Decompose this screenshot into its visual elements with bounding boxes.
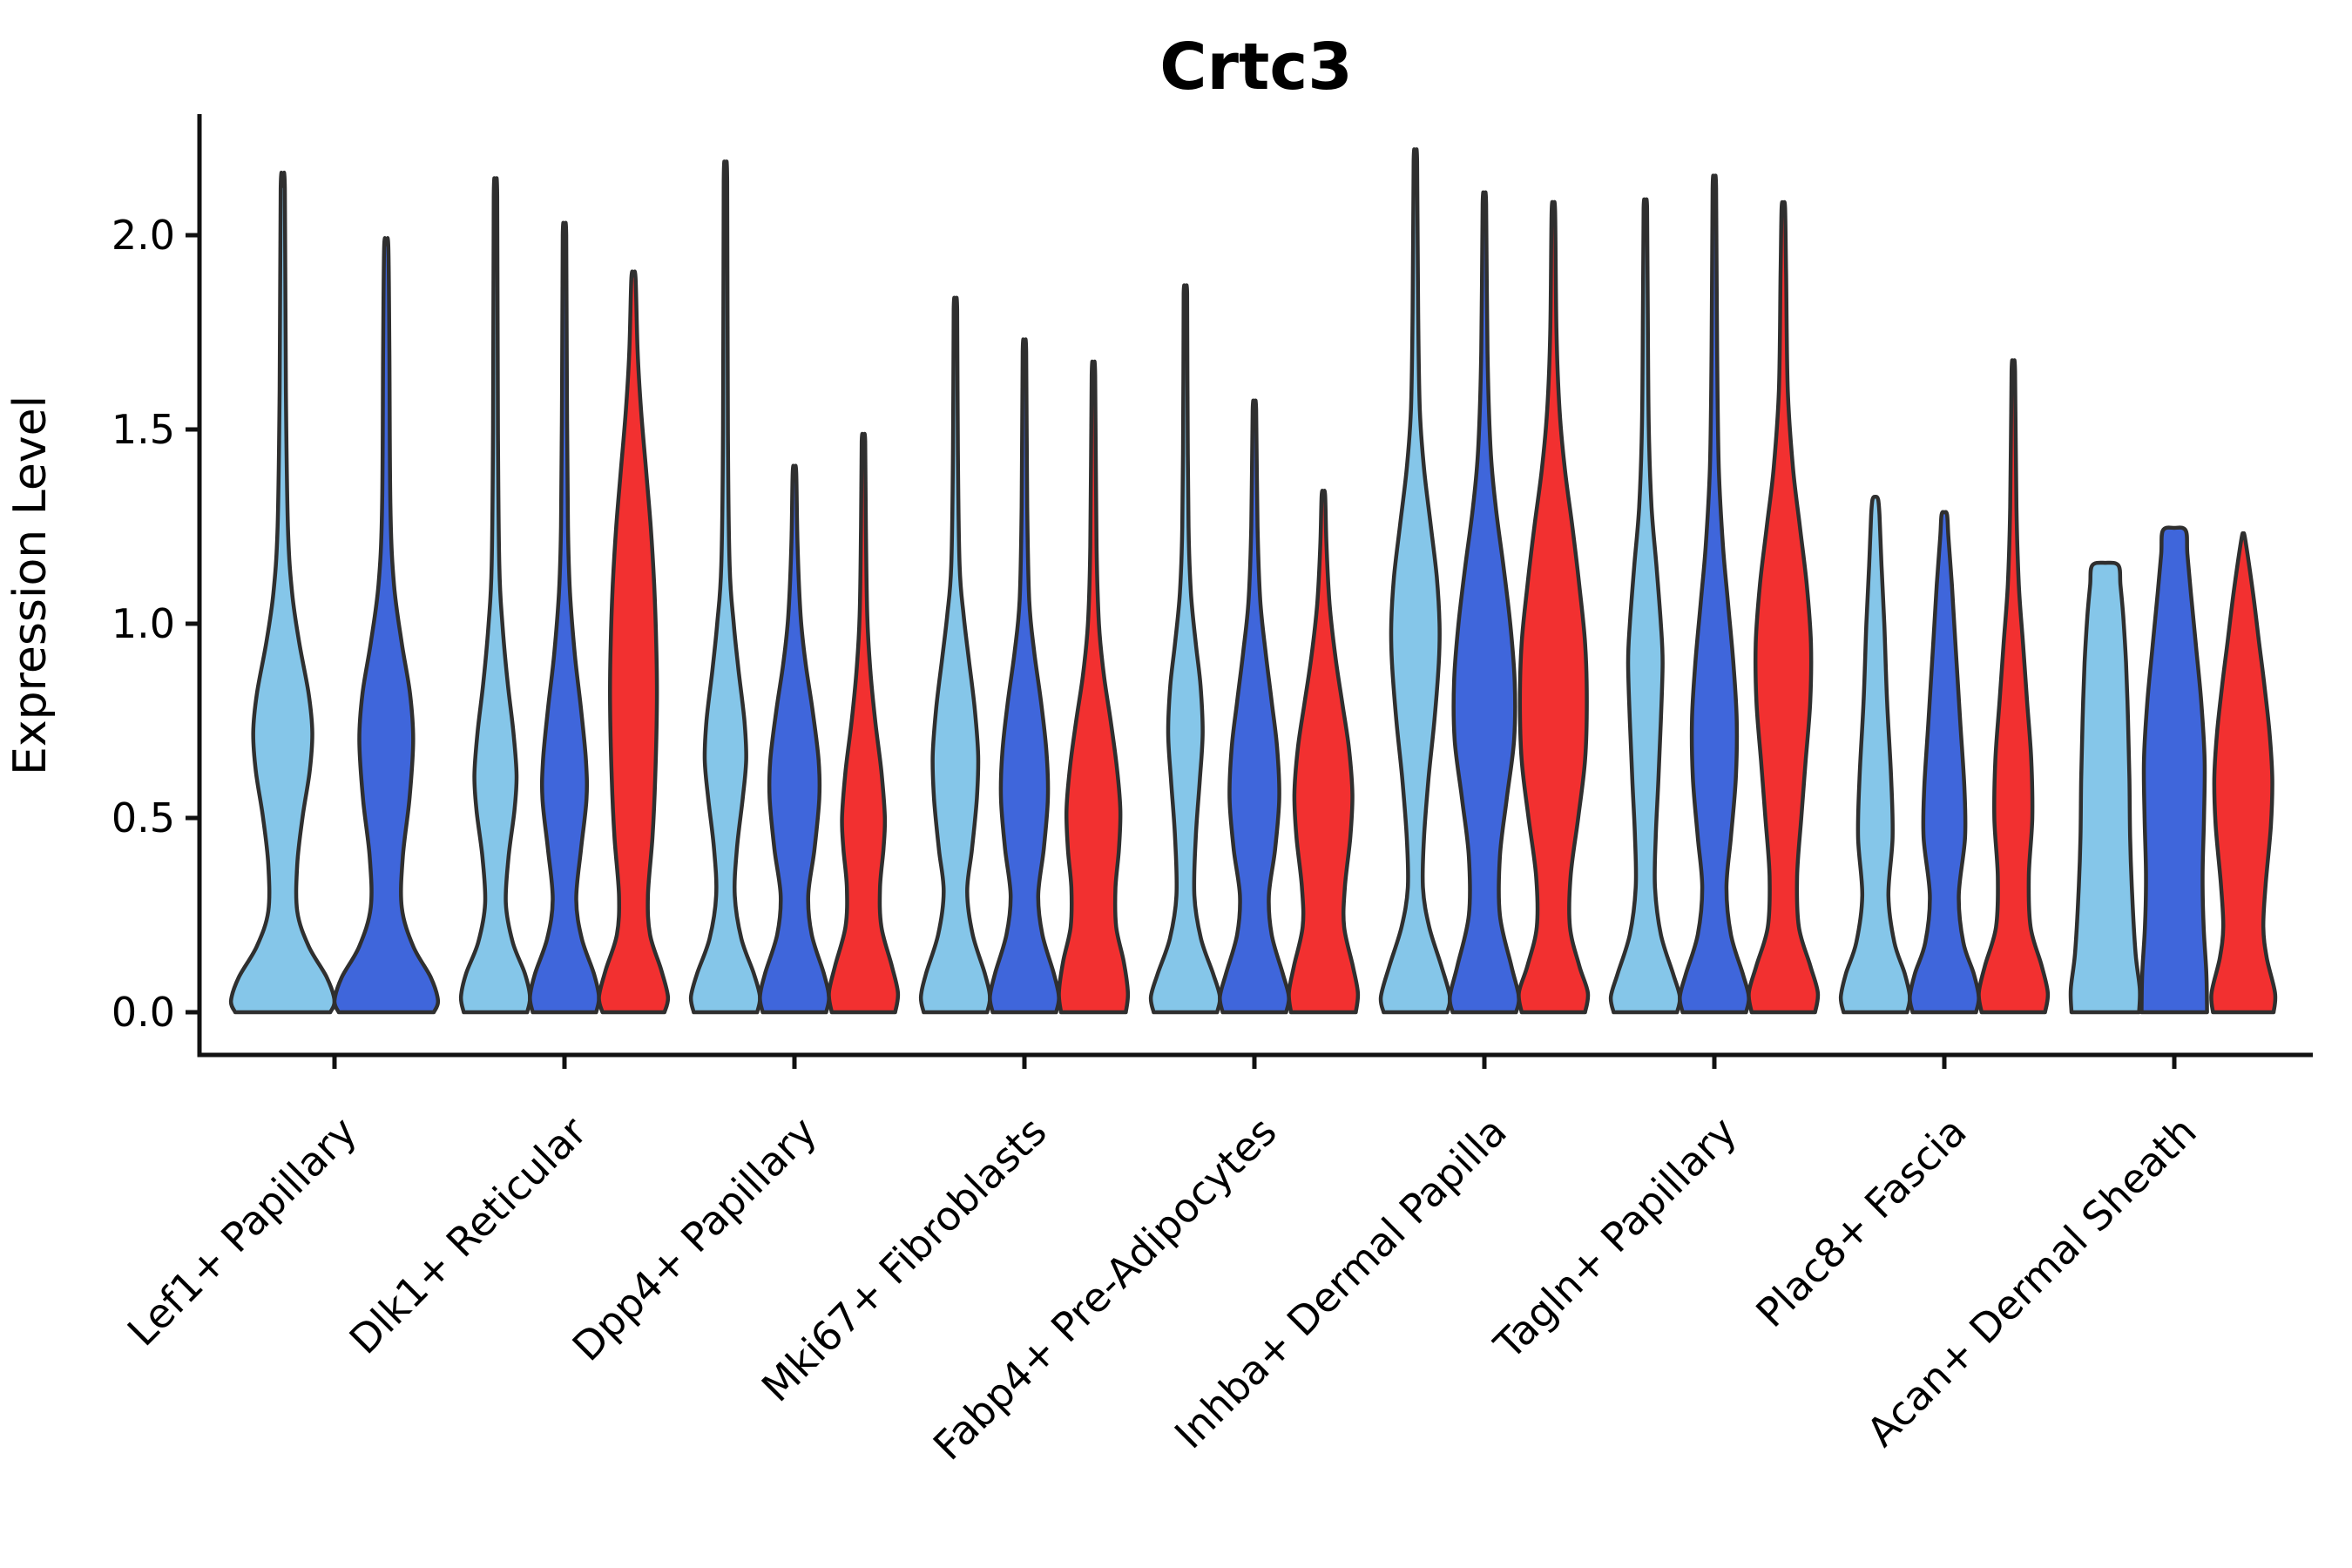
y-axis-label: Expression Level xyxy=(4,395,57,775)
violin-inhba-dermal-papilla-light-blue xyxy=(1378,147,1452,1015)
violin-fabp4-pre-adipocytes-red xyxy=(1287,489,1361,1015)
violin-dlk1-reticular-red xyxy=(597,269,671,1015)
y-tick-label-0.0: 0.0 xyxy=(112,989,175,1036)
chart-title: Crtc3 xyxy=(1159,30,1353,105)
y-tick-label-1.0: 1.0 xyxy=(112,600,175,647)
violin-dpp4-papillary-dark-blue xyxy=(758,463,831,1015)
violin-plac8-fascia-red xyxy=(1977,358,2051,1015)
y-tick-label-2.0: 2.0 xyxy=(112,212,175,259)
violin-tagln-papillary-red xyxy=(1747,199,1821,1015)
violin-group-fabp4-pre-adipocytes xyxy=(1148,283,1361,1015)
violin-dlk1-reticular-light-blue xyxy=(458,176,532,1015)
violin-group-dpp4-papillary xyxy=(688,159,901,1015)
violin-mki67-fibroblasts-light-blue xyxy=(918,295,992,1015)
violin-fabp4-pre-adipocytes-dark-blue xyxy=(1218,398,1291,1015)
violin-lef1-papillary-light-blue xyxy=(228,171,337,1015)
violin-mki67-fibroblasts-red xyxy=(1057,359,1131,1015)
violin-lef1-papillary-dark-blue xyxy=(332,236,441,1015)
violin-inhba-dermal-papilla-dark-blue xyxy=(1448,190,1521,1015)
x-label-tagln-papillary: Tagln+ Papillary xyxy=(1484,1108,1746,1369)
violin-mki67-fibroblasts-dark-blue xyxy=(988,337,1061,1015)
violin-fabp4-pre-adipocytes-light-blue xyxy=(1148,283,1222,1015)
violin-group-tagln-papillary xyxy=(1608,173,1821,1015)
violin-group-acan-dermal-sheath xyxy=(2068,525,2278,1015)
violin-plac8-fascia-dark-blue xyxy=(1908,510,1981,1015)
violin-plac8-fascia-light-blue xyxy=(1838,495,1912,1015)
y-tick-label-0.5: 0.5 xyxy=(112,794,175,841)
violin-acan-dermal-sheath-red xyxy=(2209,531,2278,1015)
x-label-dpp4-papillary: Dpp4+ Papillary xyxy=(564,1108,826,1370)
violin-group-mki67-fibroblasts xyxy=(918,295,1131,1015)
violin-group-dlk1-reticular xyxy=(458,176,671,1015)
x-label-dlk1-reticular: Dlk1+ Reticular xyxy=(341,1108,596,1363)
violin-acan-dermal-sheath-light-blue xyxy=(2068,560,2142,1015)
violin-dlk1-reticular-dark-blue xyxy=(528,220,601,1015)
violin-inhba-dermal-papilla-red xyxy=(1517,199,1591,1015)
x-axis-ticks xyxy=(332,1055,2177,1069)
violin-group-lef1-papillary xyxy=(228,171,441,1015)
x-label-lef1-papillary: Lef1+ Papillary xyxy=(118,1108,366,1355)
violin-dpp4-papillary-light-blue xyxy=(688,159,762,1015)
violin-tagln-papillary-dark-blue xyxy=(1678,173,1751,1015)
violin-shapes xyxy=(228,147,2278,1015)
violin-group-inhba-dermal-papilla xyxy=(1378,147,1591,1015)
y-axis-ticks: 0.0 0.5 1.0 1.5 2.0 xyxy=(112,212,199,1036)
violin-group-plac8-fascia xyxy=(1838,358,2051,1015)
violin-dpp4-papillary-red xyxy=(827,431,901,1015)
violin-acan-dermal-sheath-dark-blue xyxy=(2139,525,2209,1015)
y-tick-label-1.5: 1.5 xyxy=(112,406,175,453)
violin-tagln-papillary-light-blue xyxy=(1608,197,1682,1015)
x-label-plac8-fascia: Plac8+ Fascia xyxy=(1747,1108,1975,1336)
